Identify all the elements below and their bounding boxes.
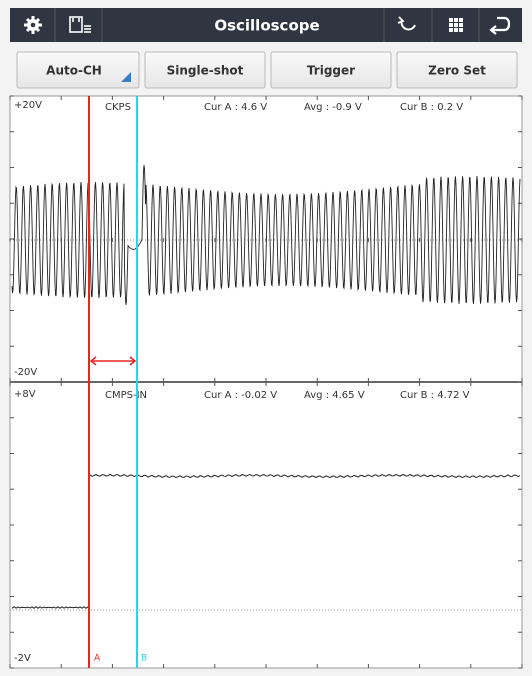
button-label[interactable]: Trigger — [307, 64, 355, 78]
back-icon[interactable] — [489, 16, 511, 35]
cursor-b-value: Cur B : 0.2 V — [400, 102, 463, 113]
scale-label: -20V — [14, 367, 37, 378]
cursor-b-value: Cur B : 4.72 V — [400, 390, 470, 401]
button-label[interactable]: Zero Set — [428, 64, 486, 78]
toolbar — [10, 8, 522, 42]
waveform — [11, 164, 521, 306]
save-icon[interactable] — [69, 16, 91, 33]
waveform — [11, 473, 521, 609]
dropdown-indicator — [121, 72, 131, 82]
button-row: Auto-CH Single-shot Trigger Zero Set — [16, 51, 518, 89]
scale-label: +8V — [14, 389, 36, 400]
cursor-a-value: Cur A : -0.02 V — [204, 390, 277, 401]
scale-label: -2V — [14, 653, 31, 664]
grid-icon[interactable] — [449, 18, 463, 32]
channel-name: CMPS-IN — [105, 390, 147, 401]
button[interactable] — [144, 51, 266, 89]
cursor-b-label: B — [141, 654, 147, 664]
toolbar-title: Oscilloscope — [214, 17, 319, 35]
button-label[interactable]: Auto-CH — [46, 64, 102, 78]
button[interactable] — [396, 51, 518, 89]
settings-icon[interactable] — [24, 16, 42, 34]
cursor-delta-arrow — [89, 356, 137, 366]
channel-name: CKPS — [105, 102, 131, 113]
button[interactable] — [270, 51, 392, 89]
button-label[interactable]: Single-shot — [167, 64, 244, 78]
toolbar-dividers — [54, 8, 480, 42]
refresh-icon[interactable] — [397, 16, 416, 31]
average-value: Avg : -0.9 V — [304, 102, 362, 113]
scale-label: +20V — [14, 100, 42, 111]
button[interactable] — [16, 51, 140, 89]
cursor-a-value: Cur A : 4.6 V — [204, 102, 267, 113]
average-value: Avg : 4.65 V — [304, 390, 365, 401]
cursor-a-label: A — [94, 654, 101, 664]
